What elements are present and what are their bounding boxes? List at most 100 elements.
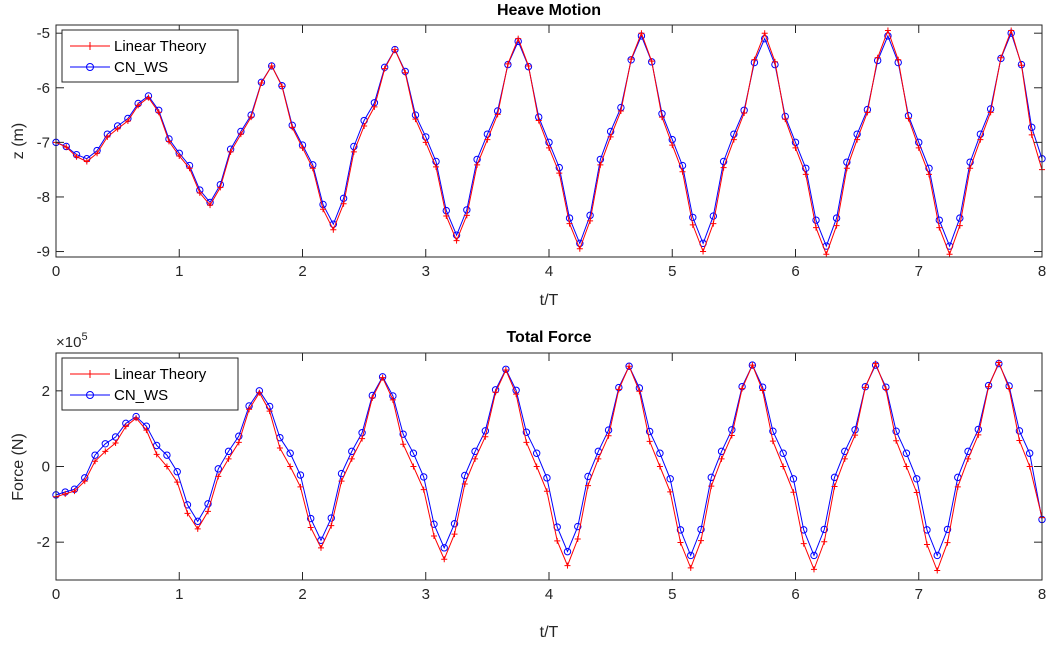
force-point-cnws bbox=[348, 447, 356, 456]
heave-point-linear bbox=[474, 161, 481, 168]
heave-x-tick-label: 3 bbox=[422, 263, 430, 280]
heave-point-cnws bbox=[956, 214, 964, 222]
heave-y-tick-label: -5 bbox=[37, 25, 50, 42]
force-point-linear bbox=[564, 562, 571, 569]
force-y-axis-label: Force (N) bbox=[10, 433, 27, 501]
heave-point-linear bbox=[833, 222, 840, 229]
force-point-cnws bbox=[419, 473, 428, 481]
heave-point-linear bbox=[340, 200, 347, 207]
force-point-linear bbox=[482, 433, 489, 440]
heave-legend-box bbox=[61, 29, 239, 83]
force-point-linear bbox=[687, 564, 694, 571]
heave-point-linear bbox=[433, 163, 440, 170]
force-point-linear bbox=[266, 408, 273, 415]
force-y-exponent: ×105 bbox=[56, 331, 88, 351]
heave-point-linear bbox=[546, 144, 552, 151]
heave-point-linear bbox=[104, 133, 111, 140]
force-point-linear bbox=[348, 455, 355, 462]
force-point-linear bbox=[954, 483, 961, 490]
heave-point-linear bbox=[361, 122, 368, 129]
heave-point-linear bbox=[689, 221, 696, 228]
heave-point-linear bbox=[463, 212, 470, 219]
force-point-cnws bbox=[676, 526, 685, 534]
force-point-linear bbox=[893, 437, 900, 444]
force-point-cnws bbox=[430, 520, 438, 528]
force-point-linear bbox=[451, 531, 458, 538]
heave-point-linear bbox=[196, 189, 203, 196]
heave-point-linear bbox=[515, 35, 522, 42]
heave-point-linear bbox=[494, 111, 501, 118]
heave-point-cnws bbox=[709, 212, 718, 220]
force-point-linear bbox=[759, 387, 766, 394]
heave-point-linear bbox=[535, 117, 542, 124]
heave-point-linear bbox=[371, 103, 378, 110]
heave-point-linear bbox=[843, 165, 850, 172]
force-point-cnws bbox=[450, 520, 459, 528]
heave-point-linear bbox=[94, 150, 101, 157]
force-x-tick-label: 8 bbox=[1038, 586, 1046, 603]
heave-point-linear bbox=[484, 136, 491, 143]
heave-point-linear bbox=[700, 248, 707, 255]
force-point-linear bbox=[225, 455, 232, 462]
force-point-linear bbox=[749, 362, 756, 369]
heave-point-linear bbox=[884, 27, 891, 34]
heave-point-linear bbox=[771, 58, 778, 65]
heave-point-linear bbox=[782, 116, 789, 123]
force-legend-marker-linear bbox=[86, 370, 94, 378]
force-point-linear bbox=[461, 480, 468, 487]
heave-point-linear bbox=[556, 170, 563, 177]
heave-point-linear bbox=[320, 206, 327, 213]
force-x-axis-label: t/T bbox=[540, 624, 559, 641]
heave-point-linear bbox=[956, 222, 963, 229]
force-point-cnws bbox=[224, 447, 233, 456]
heave-point-linear bbox=[309, 165, 316, 172]
heave-x-tick-label: 7 bbox=[915, 263, 923, 280]
force-x-tick-label: 6 bbox=[791, 586, 799, 603]
force-point-cnws bbox=[625, 362, 633, 370]
heave-x-axis-label: t/T bbox=[540, 292, 559, 309]
heave-point-linear bbox=[628, 56, 635, 63]
force-point-linear bbox=[133, 415, 140, 422]
heave-point-linear bbox=[566, 220, 573, 227]
heave-point-linear bbox=[217, 184, 224, 191]
force-point-linear bbox=[400, 441, 407, 448]
force-point-linear bbox=[92, 458, 99, 465]
heave-point-linear bbox=[165, 138, 172, 145]
force-x-tick-label: 0 bbox=[52, 586, 60, 603]
force-point-linear bbox=[379, 374, 386, 381]
force-point-linear bbox=[420, 486, 427, 493]
force-point-cnws bbox=[163, 451, 171, 459]
heave-point-linear bbox=[1028, 131, 1035, 138]
heave-point-linear bbox=[751, 56, 758, 63]
force-point-linear bbox=[184, 510, 191, 517]
heave-point-linear bbox=[443, 213, 450, 220]
heave-y-tick-label: -8 bbox=[37, 189, 50, 206]
force-y-tick-label: -2 bbox=[37, 534, 50, 551]
force-point-linear bbox=[513, 391, 520, 398]
force-point-linear bbox=[903, 463, 910, 470]
heave-y-tick-label: -9 bbox=[37, 244, 50, 261]
heave-point-linear bbox=[258, 80, 265, 86]
force-point-linear bbox=[872, 360, 879, 367]
force-point-linear bbox=[410, 463, 417, 470]
force-point-cnws bbox=[543, 474, 551, 482]
force-point-cnws bbox=[194, 517, 202, 526]
force-x-tick-label: 3 bbox=[422, 586, 430, 603]
force-point-linear bbox=[143, 427, 150, 434]
heave-point-linear bbox=[330, 226, 337, 233]
force-point-cnws bbox=[532, 449, 541, 457]
force-point-linear bbox=[574, 535, 581, 542]
heave-point-linear bbox=[905, 115, 912, 122]
force-point-cnws bbox=[286, 449, 294, 457]
heave-point-linear bbox=[607, 133, 614, 140]
force-point-linear bbox=[636, 388, 643, 395]
heave-point-cnws bbox=[832, 214, 841, 222]
force-point-linear bbox=[502, 367, 509, 374]
heave-point-linear bbox=[525, 62, 532, 69]
heave-point-linear bbox=[248, 114, 255, 121]
force-point-cnws bbox=[748, 361, 757, 369]
force-point-linear bbox=[430, 533, 437, 540]
